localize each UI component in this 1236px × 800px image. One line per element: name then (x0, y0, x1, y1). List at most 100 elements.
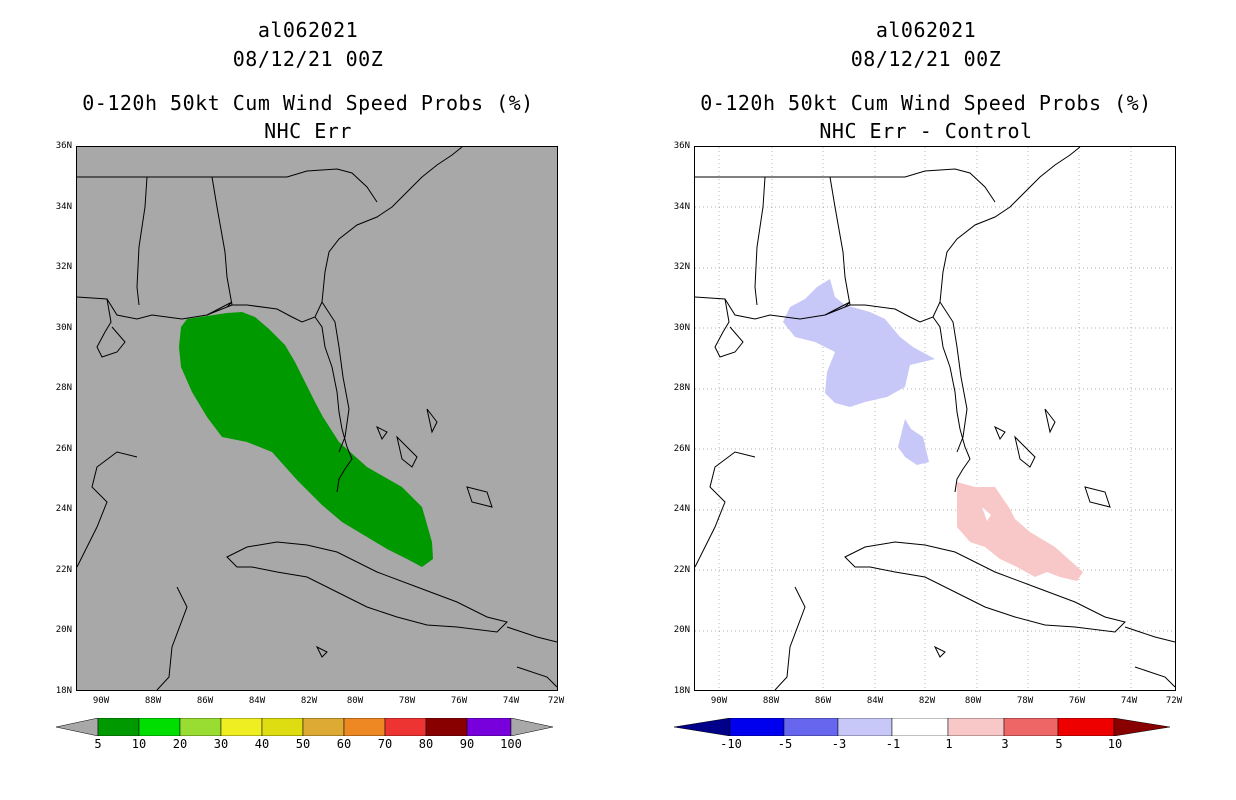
right-colorbar-low-arrow (674, 718, 731, 736)
left-colorbar-swatch (179, 718, 222, 736)
lat-label: 28N (55, 383, 72, 393)
lat-label: 34N (673, 202, 690, 212)
left-colorbar-swatch (466, 718, 512, 736)
colorbar-label: 30 (213, 737, 229, 751)
lon-label: 90W (710, 696, 728, 706)
lat-label: 36N (55, 141, 72, 151)
colorbar-label: 100 (500, 737, 522, 751)
lat-label: 22N (55, 565, 72, 575)
left-colorbar-swatch (97, 718, 140, 736)
right-map (694, 146, 1176, 691)
lon-label: 82W (300, 696, 318, 706)
right-colorbar-swatch (947, 718, 1005, 736)
lon-label: 78W (398, 696, 416, 706)
colorbar-label: 40 (254, 737, 270, 751)
left-colorbar-swatch (343, 718, 386, 736)
left-colorbar-swatch (261, 718, 304, 736)
left-probability-swath (179, 312, 433, 567)
colorbar-label: 90 (459, 737, 475, 751)
right-map-grid (695, 147, 1175, 690)
left-map (76, 146, 558, 691)
lon-label: 90W (92, 696, 110, 706)
right-title-datetime: 08/12/21 00Z (850, 47, 1002, 71)
left-colorbar-swatch (384, 718, 427, 736)
colorbar-label: 50 (295, 737, 311, 751)
lon-label: 88W (762, 696, 780, 706)
right-colorbar-swatch (729, 718, 785, 736)
lat-label: 26N (55, 444, 72, 454)
colorbar-label: -3 (831, 737, 847, 751)
lon-label: 86W (196, 696, 214, 706)
lat-label: 22N (673, 565, 690, 575)
lat-label: 20N (673, 625, 690, 635)
lon-label: 80W (964, 696, 982, 706)
colorbar-label: 10 (131, 737, 147, 751)
right-colorbar-swatch (891, 718, 949, 736)
colorbar-label: 60 (336, 737, 352, 751)
right-title-storm-id: al062021 (875, 18, 977, 42)
colorbar-label: -1 (885, 737, 901, 751)
lat-label: 28N (673, 383, 690, 393)
lon-label: 84W (866, 696, 884, 706)
colorbar-label: -5 (777, 737, 793, 751)
lon-label: 72W (1165, 696, 1183, 706)
lon-label: 82W (918, 696, 936, 706)
lon-label: 72W (547, 696, 565, 706)
right-coastlines (695, 147, 1175, 690)
left-title-datetime: 08/12/21 00Z (232, 47, 384, 71)
right-colorbar (674, 718, 1171, 736)
left-title-storm-id: al062021 (257, 18, 359, 42)
left-coastlines (77, 147, 557, 690)
colorbar-label: 10 (1107, 737, 1123, 751)
right-colorbar-high-arrow (1113, 718, 1171, 736)
colorbar-label: 5 (94, 737, 102, 751)
colorbar-label: 3 (1001, 737, 1009, 751)
right-negative-difference-area-2 (898, 419, 929, 465)
lat-label: 18N (55, 686, 72, 696)
left-colorbar-swatch (302, 718, 345, 736)
colorbar-label: 70 (377, 737, 393, 751)
right-colorbar-swatch (1057, 718, 1115, 736)
right-positive-hole (982, 507, 991, 521)
left-colorbar-swatch (138, 718, 181, 736)
right-colorbar-swatch (1003, 718, 1059, 736)
left-colorbar-swatch (220, 718, 263, 736)
right-title-subtitle: NHC Err - Control (819, 119, 1033, 143)
right-map-background (695, 147, 1175, 690)
right-colorbar-swatch (837, 718, 893, 736)
colorbar-label: 1 (945, 737, 953, 751)
lon-label: 84W (248, 696, 266, 706)
lat-label: 20N (55, 625, 72, 635)
lon-label: 86W (814, 696, 832, 706)
lon-label: 76W (1068, 696, 1086, 706)
lon-label: 76W (450, 696, 468, 706)
lat-label: 24N (673, 504, 690, 514)
left-colorbar-high-arrow (510, 718, 554, 736)
colorbar-label: -10 (720, 737, 742, 751)
lat-label: 24N (55, 504, 72, 514)
lat-label: 30N (673, 323, 690, 333)
colorbar-label: 5 (1055, 737, 1063, 751)
lat-label: 36N (673, 141, 690, 151)
lat-label: 32N (55, 262, 72, 272)
left-title-product: 0-120h 50kt Cum Wind Speed Probs (%) (82, 91, 534, 115)
lon-label: 80W (346, 696, 364, 706)
right-title-product: 0-120h 50kt Cum Wind Speed Probs (%) (700, 91, 1152, 115)
colorbar-label: 80 (418, 737, 434, 751)
left-colorbar-low-arrow (56, 718, 99, 736)
lat-label: 34N (55, 202, 72, 212)
lon-label: 74W (502, 696, 520, 706)
left-colorbar (56, 718, 554, 736)
lon-label: 74W (1120, 696, 1138, 706)
right-negative-difference-area (783, 279, 935, 407)
lon-label: 88W (144, 696, 162, 706)
lat-label: 32N (673, 262, 690, 272)
right-colorbar-swatch (783, 718, 839, 736)
lon-label: 78W (1016, 696, 1034, 706)
left-colorbar-swatch (425, 718, 468, 736)
lat-label: 26N (673, 444, 690, 454)
colorbar-label: 20 (172, 737, 188, 751)
lat-label: 18N (673, 686, 690, 696)
lat-label: 30N (55, 323, 72, 333)
right-positive-difference-area (957, 482, 1083, 581)
